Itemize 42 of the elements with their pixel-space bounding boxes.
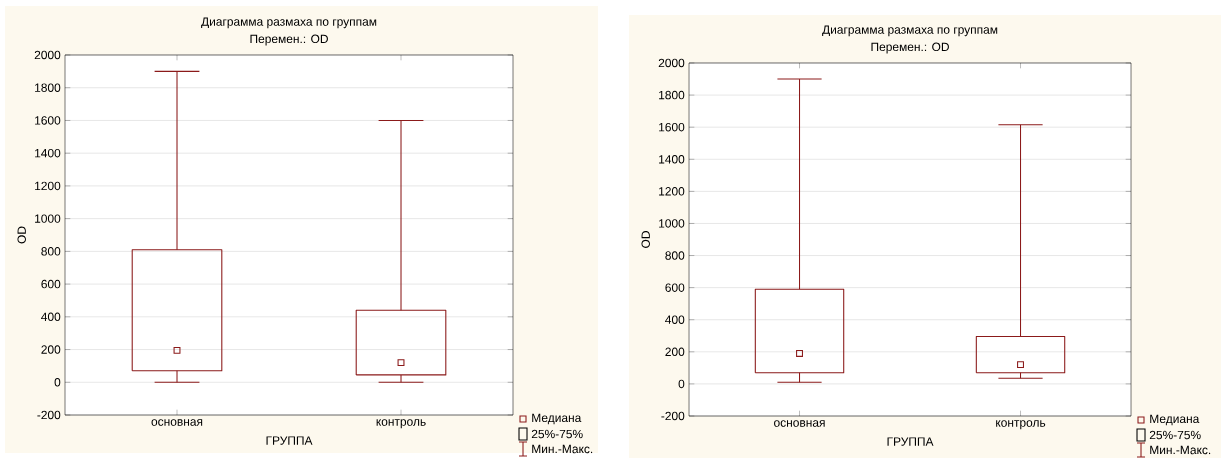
y-tick-label: -200: [661, 411, 685, 421]
y-tick-label: 1400: [659, 155, 685, 164]
y-axis-title: OD: [641, 231, 650, 248]
x-tick-label: контроль: [376, 419, 426, 429]
x-tick-label: основная: [774, 420, 825, 427]
y-tick-label: -200: [37, 410, 61, 420]
y-tick-label: 1200: [659, 187, 685, 196]
y-tick-label: 0: [54, 378, 61, 387]
y-tick-label: 1800: [35, 83, 61, 92]
y-tick-label: 1800: [659, 90, 685, 100]
text: Мин.-Макс.: [1150, 445, 1211, 455]
y-tick-label: 600: [665, 283, 685, 292]
text: Мин.-Макс.: [532, 444, 593, 454]
x-tick-label: основная: [151, 419, 203, 426]
y-tick-label: 400: [665, 315, 685, 324]
x-axis-title: ГРУППА: [887, 437, 934, 446]
text: 25%-75%: [531, 429, 583, 439]
y-tick-label: 1200: [35, 181, 61, 191]
x-axis-title: ГРУППА: [266, 436, 313, 445]
y-tick-label: 1000: [659, 219, 685, 228]
y-tick-label: 200: [665, 347, 685, 357]
y-tick-label: 800: [665, 251, 685, 260]
text: 25%-75%: [1149, 430, 1201, 440]
chart-title: Диаграмма размаха по группам: [822, 25, 998, 37]
y-tick-label: 1600: [659, 122, 685, 132]
text: Медиана: [532, 413, 582, 425]
text: Медиана: [1150, 414, 1200, 426]
chart-subtitle: Перемен.: OD: [250, 34, 328, 46]
y-tick-label: 200: [41, 345, 61, 354]
y-tick-label: 1600: [35, 116, 61, 125]
chart-title: Диаграмма размаха по группам: [201, 17, 377, 29]
y-tick-label: 600: [41, 279, 61, 289]
y-tick-label: 2000: [658, 58, 685, 68]
chart-subtitle: Перемен.: OD: [871, 42, 949, 54]
y-tick-label: 400: [41, 312, 61, 322]
y-tick-label: 800: [41, 247, 61, 256]
y-axis-title: OD: [17, 226, 26, 244]
x-tick-label: контроль: [996, 420, 1046, 430]
y-tick-label: 0: [678, 379, 685, 389]
y-tick-label: 1000: [35, 214, 61, 223]
y-tick-label: 1400: [35, 148, 61, 158]
y-tick-label: 2000: [34, 50, 61, 60]
